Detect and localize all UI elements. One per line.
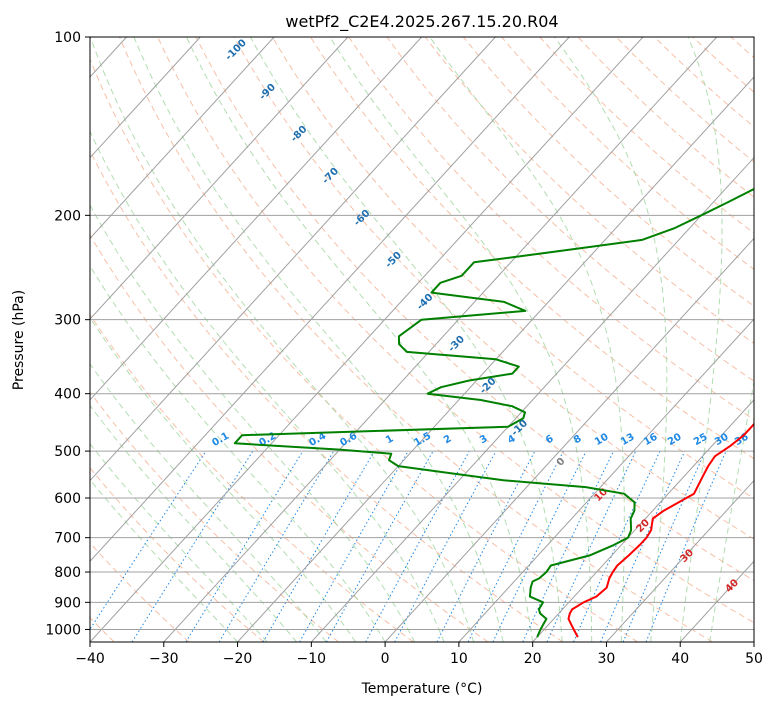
mixing-ratio-line [622,450,706,642]
x-axis-label: Temperature (°C) [361,681,483,697]
dry-adiabat-line [615,37,754,163]
mixing-ratio-label: 2 [442,433,454,446]
y-axis: 100 200 300 400 500 600 700 800 900 1000 [45,30,90,638]
dry-adiabat-line [157,37,754,624]
isotherm-gridline [90,37,570,563]
mixing-ratio-label: 6 [544,433,556,446]
plot-frame [89,36,755,643]
isotherm-gridline [532,399,754,642]
y-tick-label: 800 [54,565,81,581]
isotherm-gridline [606,479,754,642]
chart-title: wetPf2_C2E4.2025.267.15.20.R04 [285,12,558,32]
y-tick-label: 900 [54,595,81,611]
y-tick-label: 700 [54,531,81,547]
dry-adiabat-line [424,37,754,344]
x-axis: −40 −30 −20 −10 0 10 20 30 40 50 [75,642,763,667]
mixing-ratio-line [365,450,470,642]
dry-adiabat-line [90,313,414,642]
temperature-profile-line [567,381,754,638]
isotherm-gridline [90,37,201,159]
mixing-ratio-label: 3 [478,433,490,446]
isotherm-gridline [90,37,275,240]
dry-adiabat-line [386,37,754,382]
dewpoint-profile-line [233,187,754,638]
dry-adiabat-line [348,37,754,421]
isotherm-gridline [237,76,754,642]
mixing-ratio-line [492,450,587,642]
isotherm-gridline [90,37,644,642]
plot-background [90,37,754,642]
profile-series [233,187,754,638]
gridlines [90,37,754,642]
moist-adiabat-line [90,264,386,642]
mixing-ratio-label: 1 [384,433,396,446]
isotherm-gridline [90,37,423,401]
y-tick-label: 100 [54,30,81,46]
mixing-ratio-label: 4 [506,433,518,446]
isotherm-gridline [90,37,496,482]
x-tick-label: 30 [598,651,616,667]
dry-adiabat-line [769,37,775,642]
moist-adiabat-line [709,378,754,642]
mixing-ratio-label: 8 [572,433,584,446]
x-tick-label: 10 [450,651,468,667]
mixing-ratio-line [131,450,254,642]
y-tick-label: 300 [54,313,81,329]
mixing-ratio-line [185,450,304,642]
moist-adiabat-line [90,130,445,642]
x-tick-label: 0 [381,651,390,667]
y-tick-label: 600 [54,491,81,507]
y-axis-label: Pressure (hPa) [11,290,27,390]
y-tick-label: 400 [54,387,81,403]
dry-adiabat-line [577,37,754,198]
x-tick-label: −20 [223,651,253,667]
moist-adiabat-line [90,204,416,642]
dry-adiabat-line [119,37,713,642]
x-tick-label: −30 [149,651,179,667]
dry-adiabat-line [90,149,564,642]
moist-adiabat-line [90,443,268,642]
isotherm-gridline [90,37,349,320]
mixing-ratio-line [394,450,497,642]
background-lines [90,37,775,642]
x-tick-label: 20 [524,651,542,667]
x-tick-label: 40 [671,651,689,667]
moist-adiabat-line [553,37,668,642]
dry-adiabat-line [233,37,754,540]
dry-adiabat-line [195,37,754,582]
y-tick-label: 500 [54,444,81,460]
isotherm-gridline [753,641,754,642]
mixing-ratio-line [325,450,434,642]
isotherm-gridline [458,318,754,642]
dry-adiabat-line [539,37,754,234]
y-tick-label: 200 [54,208,81,224]
moist-adiabat-line [429,37,625,642]
moist-adiabat-line [90,479,238,642]
y-tick-label: 1000 [45,622,81,638]
moist-adiabat-line [679,37,723,642]
x-tick-label: 50 [745,651,763,667]
isotherm-gridline [310,156,754,642]
moist-adiabat-line [90,37,475,642]
moist-adiabat-line [90,317,357,642]
mixing-ratio-line [600,450,686,642]
x-tick-label: −40 [75,651,105,667]
moist-adiabat-line [186,37,534,642]
mixing-ratio-line [90,450,207,631]
moist-adiabat-line [250,37,563,642]
x-tick-label: −10 [297,651,327,667]
moist-adiabat-line [133,37,504,642]
mixing-ratio-line [573,450,661,642]
dry-adiabat-line [90,391,339,642]
isotherm-gridline [384,237,754,642]
mixing-ratio-line [467,450,564,642]
isotherm-gridline [163,37,718,642]
